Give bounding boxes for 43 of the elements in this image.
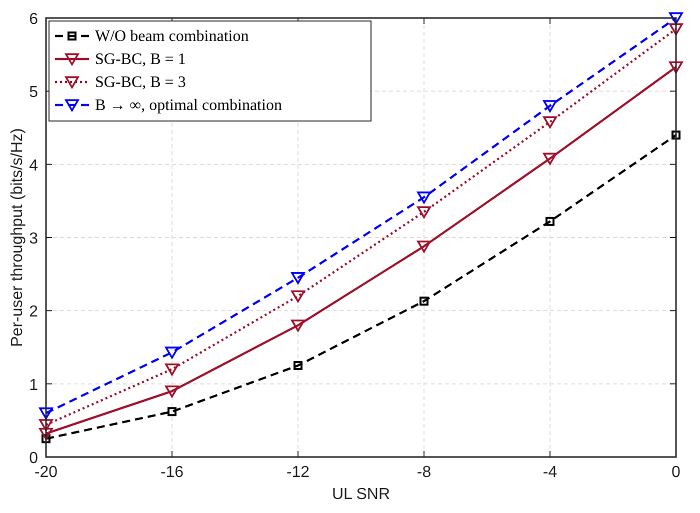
y-axis-title: Per-user throughput (bits/s/Hz) (9, 128, 26, 347)
legend-label: SG-BC, B = 1 (95, 51, 186, 68)
point (42, 434, 50, 444)
point (417, 240, 431, 253)
legend-label: W/O beam combination (95, 28, 249, 45)
y-tick-label: 6 (29, 11, 38, 28)
point (420, 296, 428, 306)
point (546, 216, 554, 226)
x-tick-label: -20 (34, 464, 58, 481)
point (669, 12, 683, 24)
point (291, 290, 305, 302)
y-tick-label: 0 (29, 450, 38, 467)
point (165, 385, 179, 398)
y-tick-label: 5 (29, 84, 38, 102)
point (39, 419, 53, 432)
point (165, 346, 179, 359)
point (165, 364, 179, 376)
point (291, 272, 305, 284)
x-tick-label: -16 (160, 464, 184, 481)
point (168, 407, 176, 416)
point (39, 428, 53, 440)
y-tick-label: 1 (29, 376, 38, 394)
x-tick-label: -12 (286, 464, 310, 481)
legend-label: B → ∞, optimal combination (95, 97, 282, 114)
x-tick-label: 0 (672, 464, 681, 481)
point (672, 130, 680, 140)
point (669, 23, 683, 36)
point (417, 206, 431, 218)
y-tick-label: 2 (29, 304, 38, 321)
x-tick-label: -8 (416, 464, 432, 481)
point (417, 192, 431, 204)
y-tick-label: 3 (29, 230, 38, 248)
point (543, 116, 557, 128)
x-tick-label: -4 (542, 464, 558, 481)
point (543, 100, 557, 112)
x-axis-title: UL SNR (332, 486, 390, 503)
point (39, 407, 53, 420)
point (669, 61, 683, 74)
point (291, 320, 305, 332)
point (543, 152, 557, 165)
y-tick-label: 4 (29, 157, 38, 174)
point (294, 361, 302, 370)
legend-label: SG-BC, B = 3 (95, 74, 186, 91)
